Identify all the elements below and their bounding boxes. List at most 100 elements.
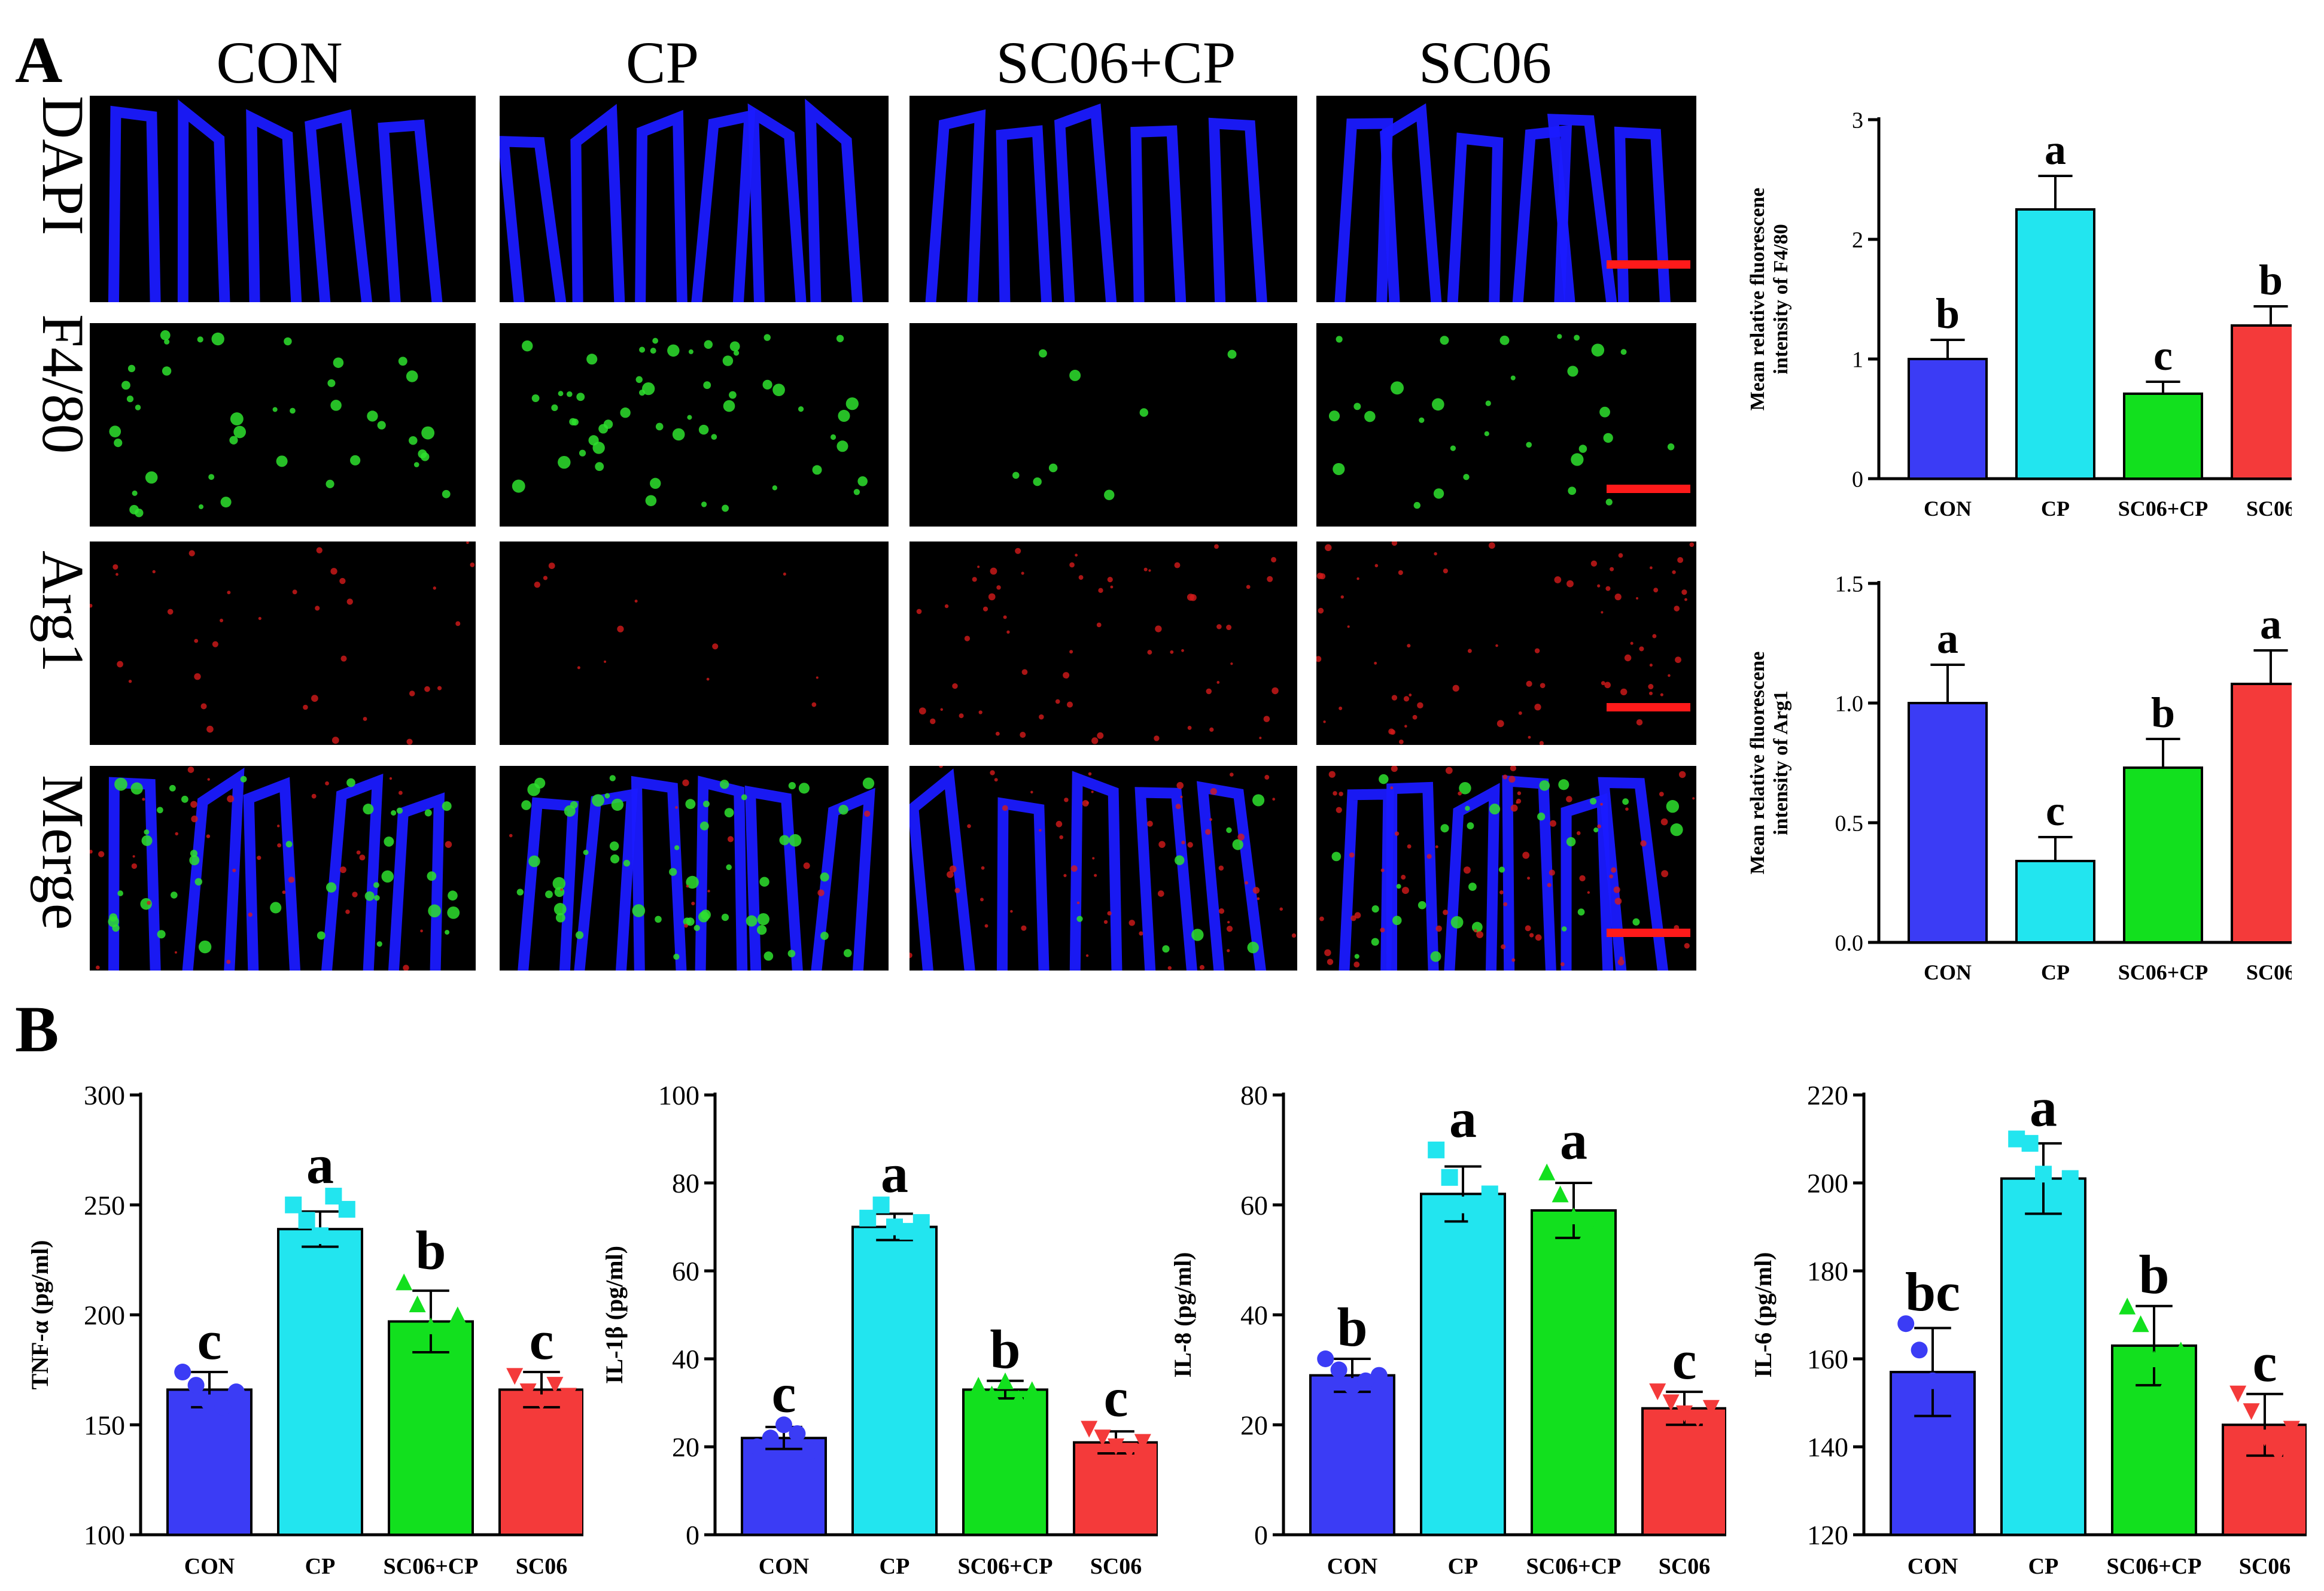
significance-letter: c: [197, 1310, 222, 1371]
row-label-arg1: Arg1: [30, 550, 96, 673]
micrograph-arg1-sc06-cp: [909, 542, 1297, 745]
y-tick-label: 20: [672, 1432, 699, 1462]
data-point: [409, 1295, 426, 1313]
data-point: [1676, 1405, 1693, 1422]
y-axis-label: TNF-α (pg/ml): [26, 1240, 53, 1389]
y-tick-label: 150: [84, 1410, 125, 1440]
data-point: [2061, 1170, 2079, 1187]
y-tick-label: 1.0: [1835, 691, 1864, 716]
significance-letter: b: [2151, 689, 2175, 737]
data-point: [1702, 1400, 1720, 1417]
y-tick-label: 160: [1807, 1344, 1848, 1374]
data-point: [1937, 1394, 1955, 1411]
micrograph-arg1-sc06: [1316, 542, 1696, 745]
micrograph-merge-cp: [500, 766, 889, 971]
bar-con: [1908, 358, 1988, 480]
column-header-sc06: SC06: [1418, 29, 1552, 96]
significance-letter: bc: [1905, 1261, 1960, 1322]
row-label-merge: Merge: [30, 775, 96, 930]
y-tick-label: 1.5: [1835, 571, 1864, 597]
y-tick-label: 80: [672, 1168, 699, 1198]
data-point: [519, 1383, 537, 1401]
x-tick-label: CON: [1908, 1554, 1958, 1579]
data-point: [1481, 1185, 1498, 1203]
y-tick-label: 60: [1240, 1190, 1268, 1221]
data-point: [1094, 1429, 1111, 1447]
x-tick-label: SC06: [516, 1554, 568, 1579]
row-label-dapi: DAPI: [30, 96, 96, 236]
significance-letter: a: [1449, 1088, 1477, 1149]
y-tick-label: 0: [1852, 467, 1863, 492]
chart-tnf: TNF-α (pg/ml) 100 150 200 250 300 c CON a CP b SC06…: [26, 1080, 583, 1579]
y-tick-label: 1: [1852, 347, 1863, 372]
data-point: [1370, 1367, 1388, 1384]
x-tick-label: CON: [1924, 497, 1972, 521]
data-point: [1552, 1185, 1569, 1203]
y-tick-label: 100: [84, 1520, 125, 1550]
data-point: [1357, 1372, 1374, 1389]
bar-sc06-cp: [2123, 766, 2203, 944]
data-point: [1565, 1207, 1582, 1225]
panel-b-label: B: [15, 993, 59, 1066]
bar-cp: [1420, 1193, 1506, 1536]
significance-letter: b: [1936, 290, 1960, 337]
y-axis-label: intensity of Arg1: [1770, 690, 1792, 835]
bar-cp: [2015, 860, 2095, 944]
data-point: [789, 1425, 806, 1442]
bar-sc06-cp: [2123, 393, 2203, 480]
significance-letter: c: [2253, 1332, 2277, 1393]
x-tick-label: SC06+CP: [958, 1554, 1053, 1579]
significance-letter: a: [1560, 1110, 1587, 1171]
significance-letter: c: [2153, 331, 2173, 379]
y-tick-label: 3: [1852, 108, 1863, 133]
micrograph-dapi-sc06-cp: [909, 96, 1297, 302]
data-point: [762, 1429, 779, 1447]
data-point: [1538, 1163, 1556, 1181]
y-tick-label: 2: [1852, 227, 1863, 253]
data-point: [2132, 1315, 2149, 1333]
data-point: [396, 1273, 413, 1291]
y-tick-label: 60: [672, 1256, 699, 1286]
x-tick-label: CP: [2041, 960, 2070, 984]
micrograph-dapi-cp: [500, 96, 889, 302]
bar-sc06: [498, 1388, 583, 1537]
y-axis-label: IL-6 (pg/ml): [1750, 1252, 1777, 1378]
x-tick-label: SC06: [2246, 960, 2292, 984]
bar-sc06: [2231, 324, 2292, 480]
micrograph-f480-sc06-cp: [909, 323, 1297, 527]
x-tick-label: SC06+CP: [384, 1554, 479, 1579]
y-tick-label: 0.0: [1835, 930, 1864, 956]
x-tick-label: CP: [305, 1554, 336, 1579]
data-point: [2283, 1420, 2300, 1438]
data-point: [1897, 1315, 1915, 1333]
chart-il6: IL-6 (pg/ml) 120 140 160 180 200 220 bc CON a CP b S…: [1750, 1077, 2307, 1579]
data-point: [2256, 1429, 2273, 1447]
significance-letter: a: [2260, 600, 2282, 648]
x-tick-label: CP: [2041, 497, 2070, 521]
bar-cp: [2015, 208, 2095, 480]
y-tick-label: 140: [1807, 1432, 1848, 1462]
data-point: [970, 1377, 987, 1394]
data-point: [1689, 1411, 1707, 1428]
data-point: [2021, 1134, 2039, 1152]
data-point: [1592, 1213, 1609, 1230]
x-tick-label: CON: [1924, 960, 1972, 984]
bar-cp: [2000, 1177, 2086, 1536]
y-axis-label: Mean relative fluorescene: [1747, 652, 1769, 875]
significance-letter: a: [1937, 615, 1958, 662]
y-tick-label: 120: [1807, 1520, 1848, 1550]
micrograph-arg1-cp: [500, 542, 889, 745]
data-point: [201, 1394, 218, 1411]
data-point: [187, 1377, 205, 1394]
data-point: [1428, 1141, 1445, 1158]
significance-letter: c: [2046, 787, 2065, 835]
y-tick-label: 200: [1807, 1168, 1848, 1198]
data-point: [174, 1364, 191, 1381]
column-header-cp: CP: [625, 29, 699, 96]
significance-letter: b: [2139, 1244, 2169, 1305]
y-tick-label: 100: [658, 1080, 699, 1111]
data-point: [2270, 1447, 2287, 1464]
data-point: [1330, 1361, 1347, 1379]
significance-letter: c: [772, 1362, 796, 1423]
data-point: [338, 1201, 355, 1218]
